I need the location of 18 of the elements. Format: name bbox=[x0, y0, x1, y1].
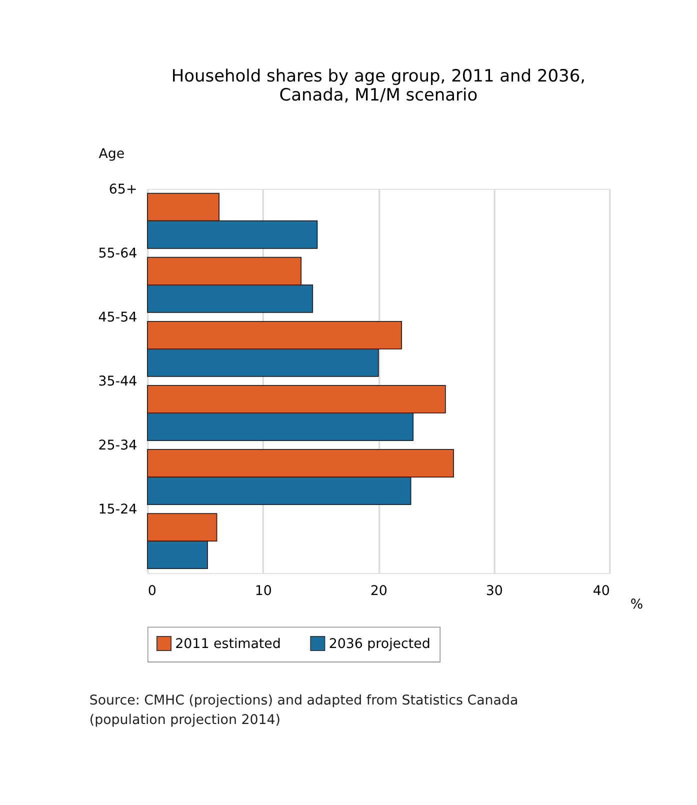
x-tick-label: 0 bbox=[148, 584, 156, 599]
legend-label: 2036 projected bbox=[328, 636, 430, 652]
y-tick-label: 55-64 bbox=[98, 246, 138, 262]
text: Canada, M1/M scenario bbox=[279, 85, 478, 106]
y-tick-label: 35-44 bbox=[98, 374, 138, 390]
x-tick-label: 20 bbox=[370, 584, 388, 599]
x-axis-title: % bbox=[630, 597, 644, 612]
y-axis-title: Age bbox=[98, 147, 125, 162]
text: Household shares by age group, 2011 and 2036, bbox=[171, 66, 586, 87]
source-note: Source: CMHC (projections) and adapted from Statistics Canada (population projection 2014) bbox=[89, 693, 518, 728]
x-tick-label: 40 bbox=[592, 584, 610, 599]
y-tick-label: 25-34 bbox=[98, 438, 138, 454]
y-tick-label: 65+ bbox=[108, 182, 138, 198]
y-tick-label: 45-54 bbox=[98, 310, 138, 326]
x-tick-label: 10 bbox=[254, 584, 272, 599]
legend-label: 2011 estimated bbox=[175, 636, 281, 652]
x-tick-label: 30 bbox=[486, 584, 503, 599]
y-tick-label: 15-24 bbox=[98, 502, 138, 518]
